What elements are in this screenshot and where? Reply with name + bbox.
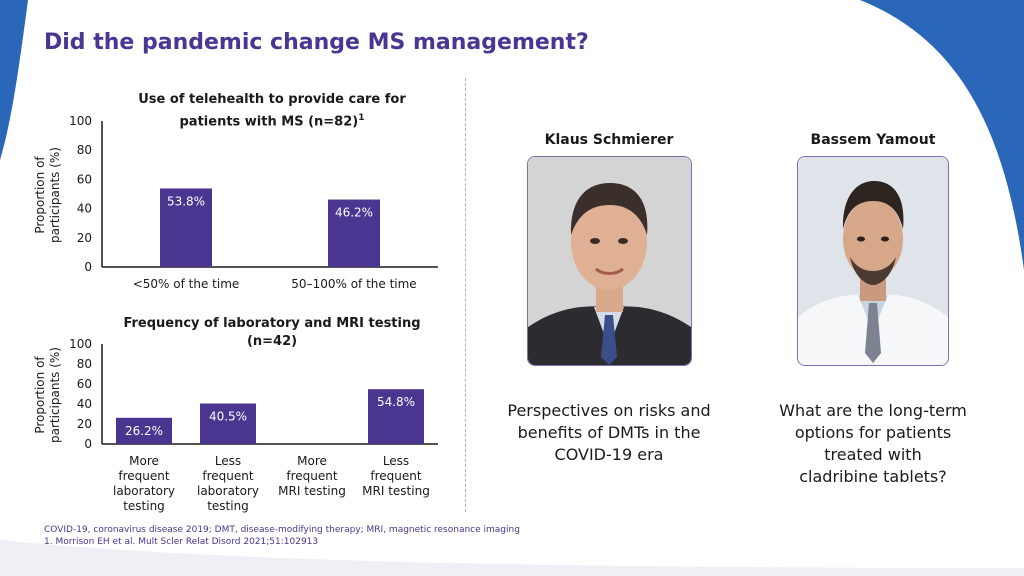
speaker-photo-2 (797, 156, 949, 366)
chart-2-category-label: testing (207, 499, 249, 513)
chart-2-category-label: Less (383, 454, 409, 468)
chart-2-category-label: frequent (118, 469, 169, 483)
chart-2-ytick-label: 80 (77, 357, 92, 371)
chart-1-ytick-label: 60 (77, 172, 92, 186)
caption-1: Perspectives on risks and benefits of DM… (489, 400, 729, 466)
chart-2-svg: 02040608010026.2%Morefrequentlaboratoryt… (69, 337, 438, 513)
chart-2-category-label: More (297, 454, 327, 468)
caption-2-line-2: options for patients (794, 423, 952, 442)
chart-2-data-label: 26.2% (125, 424, 163, 438)
chart-2-ytick-label: 100 (69, 337, 92, 351)
chart-2-category-label: Less (215, 454, 241, 468)
person-name-2: Bassem Yamout (810, 132, 936, 148)
chart-1-ytick-label: 100 (69, 114, 92, 128)
chart-2-category-label: testing (123, 499, 165, 513)
chart-1-data-label: 53.8% (167, 194, 205, 208)
chart-2-ytick-label: 0 (84, 437, 92, 451)
chart-2-category-label: MRI testing (278, 484, 346, 498)
chart-1-data-label: 46.2% (335, 206, 373, 220)
chart-2-ytick-label: 20 (77, 417, 92, 431)
chart-2-category-label: laboratory (197, 484, 259, 498)
caption-2: What are the long-term options for patie… (753, 400, 993, 488)
chart-2-bar (200, 403, 256, 444)
caption-2-line-4: cladribine tablets? (799, 467, 947, 486)
chart-1-category-label: <50% of the time (133, 277, 240, 291)
chart-2-category-label: frequent (370, 469, 421, 483)
chart-2-category-label: frequent (202, 469, 253, 483)
chart-1-title: Use of telehealth to provide care for pa… (110, 91, 434, 131)
caption-1-line-2: benefits of DMTs in the (517, 423, 701, 442)
chart-1-ytick-label: 0 (84, 260, 92, 274)
chart-1-ylabel-line-1: Proportion of (33, 156, 47, 234)
chart-1-category-label: 50–100% of the time (291, 277, 416, 291)
section-divider (465, 78, 466, 512)
chart-1-title-superscript: 1 (358, 113, 365, 123)
chart-2-data-label: 40.5% (209, 410, 247, 424)
chart-2: 0 20 40 60 80 100 26.2% More frequent laboratory t… (60, 334, 450, 520)
chart-2-ytick-label: 60 (77, 377, 92, 391)
chart-2-category-label: frequent (286, 469, 337, 483)
chart-2-title-text: Frequency of laboratory and MRI testing … (123, 316, 421, 349)
speaker-photo-1 (527, 156, 692, 366)
page-title: Did the pandemic change MS management? (44, 30, 589, 55)
chart-2-bar (116, 417, 172, 444)
portrait-illustration-1 (528, 157, 691, 365)
caption-2-line-1: What are the long-term (779, 401, 967, 420)
chart-2-title: Frequency of laboratory and MRI testing … (110, 315, 434, 351)
chart-2-data-label: 54.8% (377, 395, 415, 409)
footnote-abbreviations: COVID-19, coronavirus disease 2019; DMT,… (44, 525, 520, 535)
chart-2-ytick-label: 40 (77, 397, 92, 411)
person-name-1: Klaus Schmierer (544, 132, 674, 148)
chart-2-bar (368, 389, 424, 444)
chart-1-ytick-label: 40 (77, 202, 92, 216)
chart-2-category-label: laboratory (113, 484, 175, 498)
chart-2-category-label: More (129, 454, 159, 468)
chart-1-ylabel: Proportion of participants (%) (33, 135, 63, 255)
caption-1-line-3: COVID-19 era (554, 445, 664, 464)
caption-1-line-1: Perspectives on risks and (507, 401, 711, 420)
chart-1-ytick-label: 20 (77, 231, 92, 245)
chart-1: 0 20 40 60 80 100 53.8% <50% of the time 46.2% 50… (60, 110, 450, 300)
chart-2-ylabel: Proportion of participants (%) (33, 335, 63, 455)
footnote-reference: 1. Morrison EH et al. Mult Scler Relat D… (44, 537, 319, 547)
footnotes: COVID-19, coronavirus disease 2019; DMT,… (44, 524, 520, 548)
chart-1-svg: 0 20 40 60 80 100 53.8% <50% of the time 46.2% 50… (69, 114, 438, 291)
chart-1-ytick-label: 80 (77, 143, 92, 157)
portrait-illustration-2 (798, 157, 948, 365)
chart-2-ylabel-line-1: Proportion of (33, 356, 47, 434)
chart-1-bar (160, 188, 212, 267)
chart-2-category-label: MRI testing (362, 484, 430, 498)
chart-1-title-text: Use of telehealth to provide care for pa… (138, 92, 406, 130)
chart-1-bar (328, 199, 380, 267)
caption-2-line-3: treated with (824, 445, 922, 464)
